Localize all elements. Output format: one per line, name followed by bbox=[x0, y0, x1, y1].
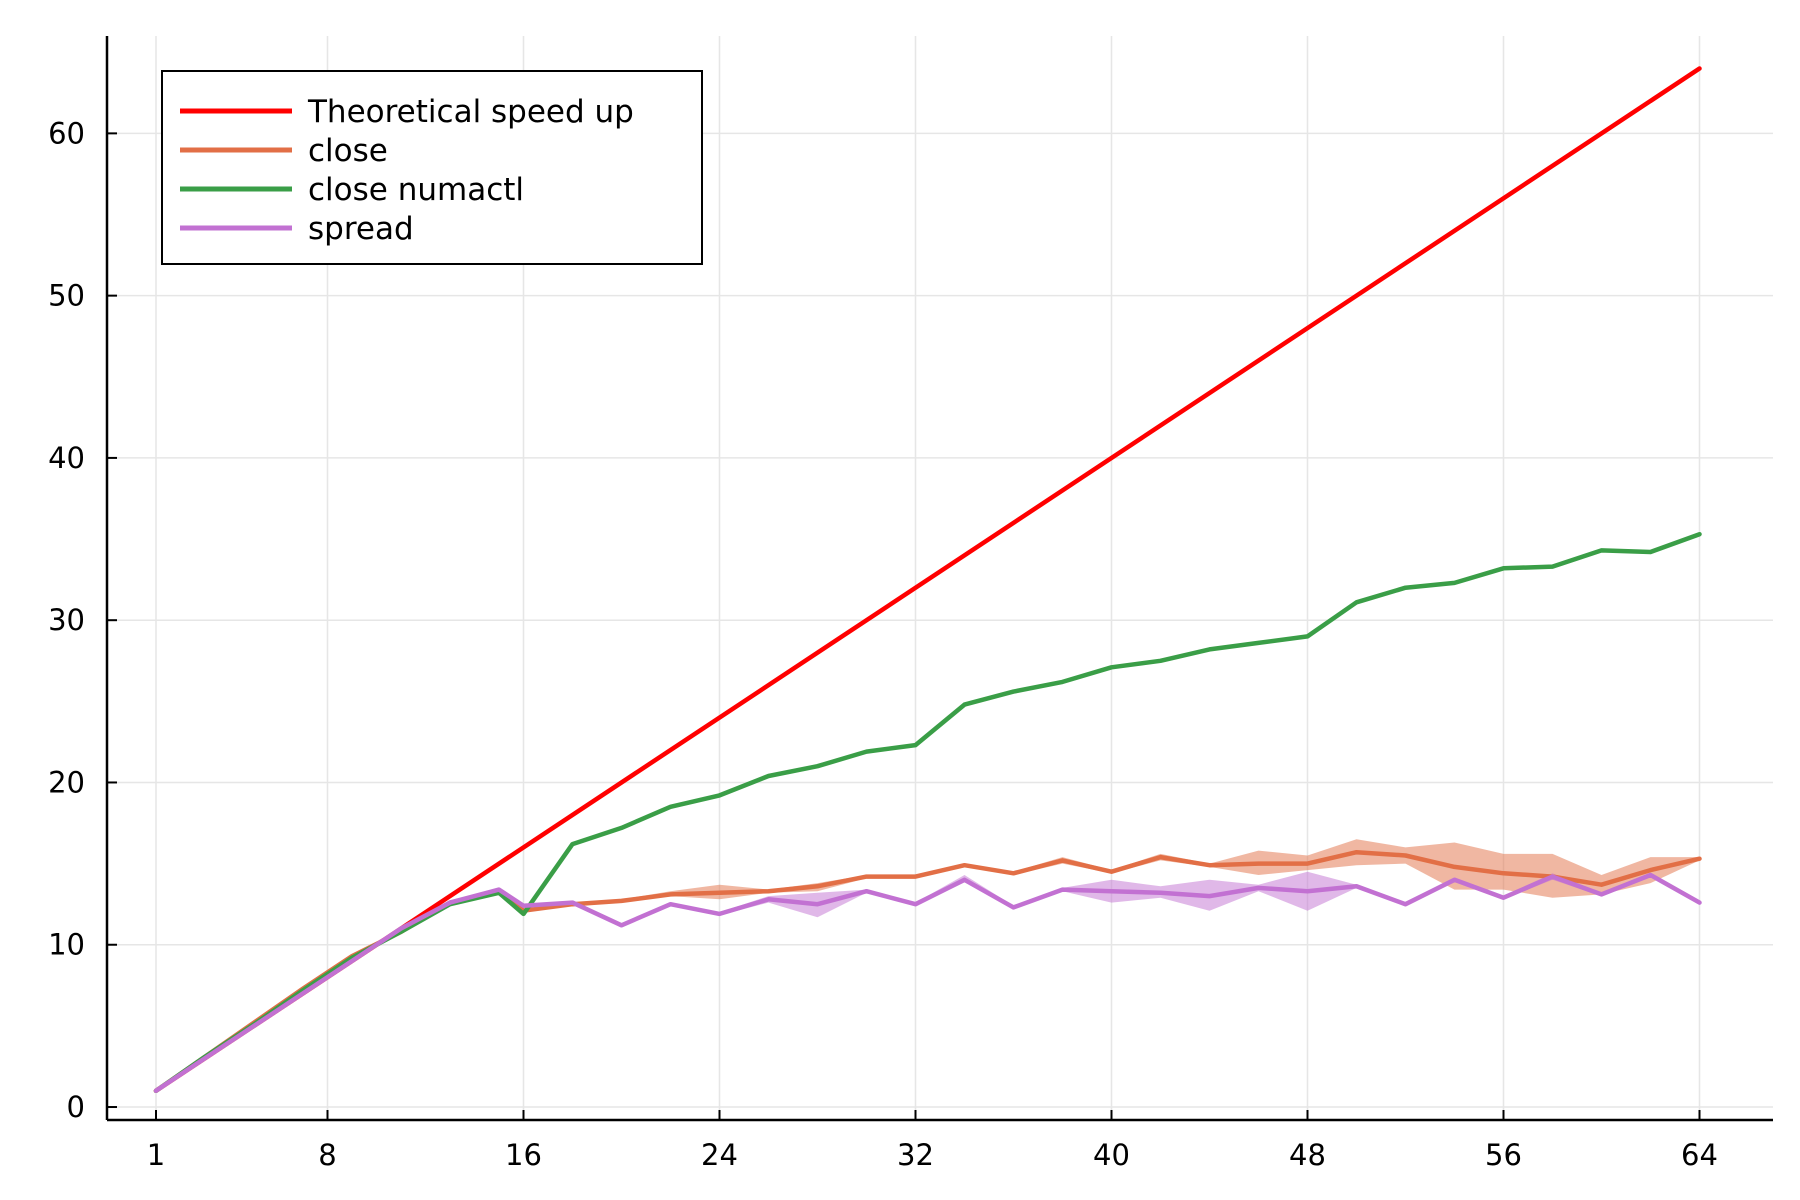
legend-label-close: close bbox=[308, 133, 388, 169]
x-tick-label: 8 bbox=[318, 1138, 336, 1172]
series-line-spread bbox=[153, 872, 1702, 1094]
error-bands bbox=[156, 839, 1700, 1091]
x-tick-label: 40 bbox=[1093, 1138, 1130, 1172]
y-tick-label: 20 bbox=[48, 765, 85, 799]
legend-box bbox=[161, 70, 703, 265]
axes: 1 8 16 24 32 40 48 56 64 0 10 20 30 40 50 60 bbox=[48, 36, 1773, 1172]
y-tick-label: 30 bbox=[48, 603, 85, 637]
y-tick-label: 0 bbox=[67, 1090, 85, 1124]
y-tick-label: 40 bbox=[48, 441, 85, 475]
x-tick-label: 56 bbox=[1485, 1138, 1522, 1172]
x-tick-label: 16 bbox=[505, 1138, 542, 1172]
x-tick-label: 1 bbox=[147, 1138, 165, 1172]
y-tick-label: 50 bbox=[48, 279, 85, 313]
legend-label-close-numactl: close numactl bbox=[308, 172, 524, 208]
series-line-close-numactl bbox=[153, 531, 1702, 1094]
y-tick-label: 60 bbox=[48, 116, 85, 150]
series-lines bbox=[153, 66, 1702, 1094]
x-tick-label: 24 bbox=[701, 1138, 738, 1172]
x-tick-label: 48 bbox=[1289, 1138, 1326, 1172]
y-tick-label: 10 bbox=[48, 928, 85, 962]
legend-label-spread: spread bbox=[308, 211, 414, 247]
legend-label-theoretical-speed-up: Theoretical speed up bbox=[307, 94, 634, 130]
x-tick-label: 64 bbox=[1681, 1138, 1718, 1172]
x-tick-label: 32 bbox=[897, 1138, 934, 1172]
band-close bbox=[156, 839, 1700, 1091]
